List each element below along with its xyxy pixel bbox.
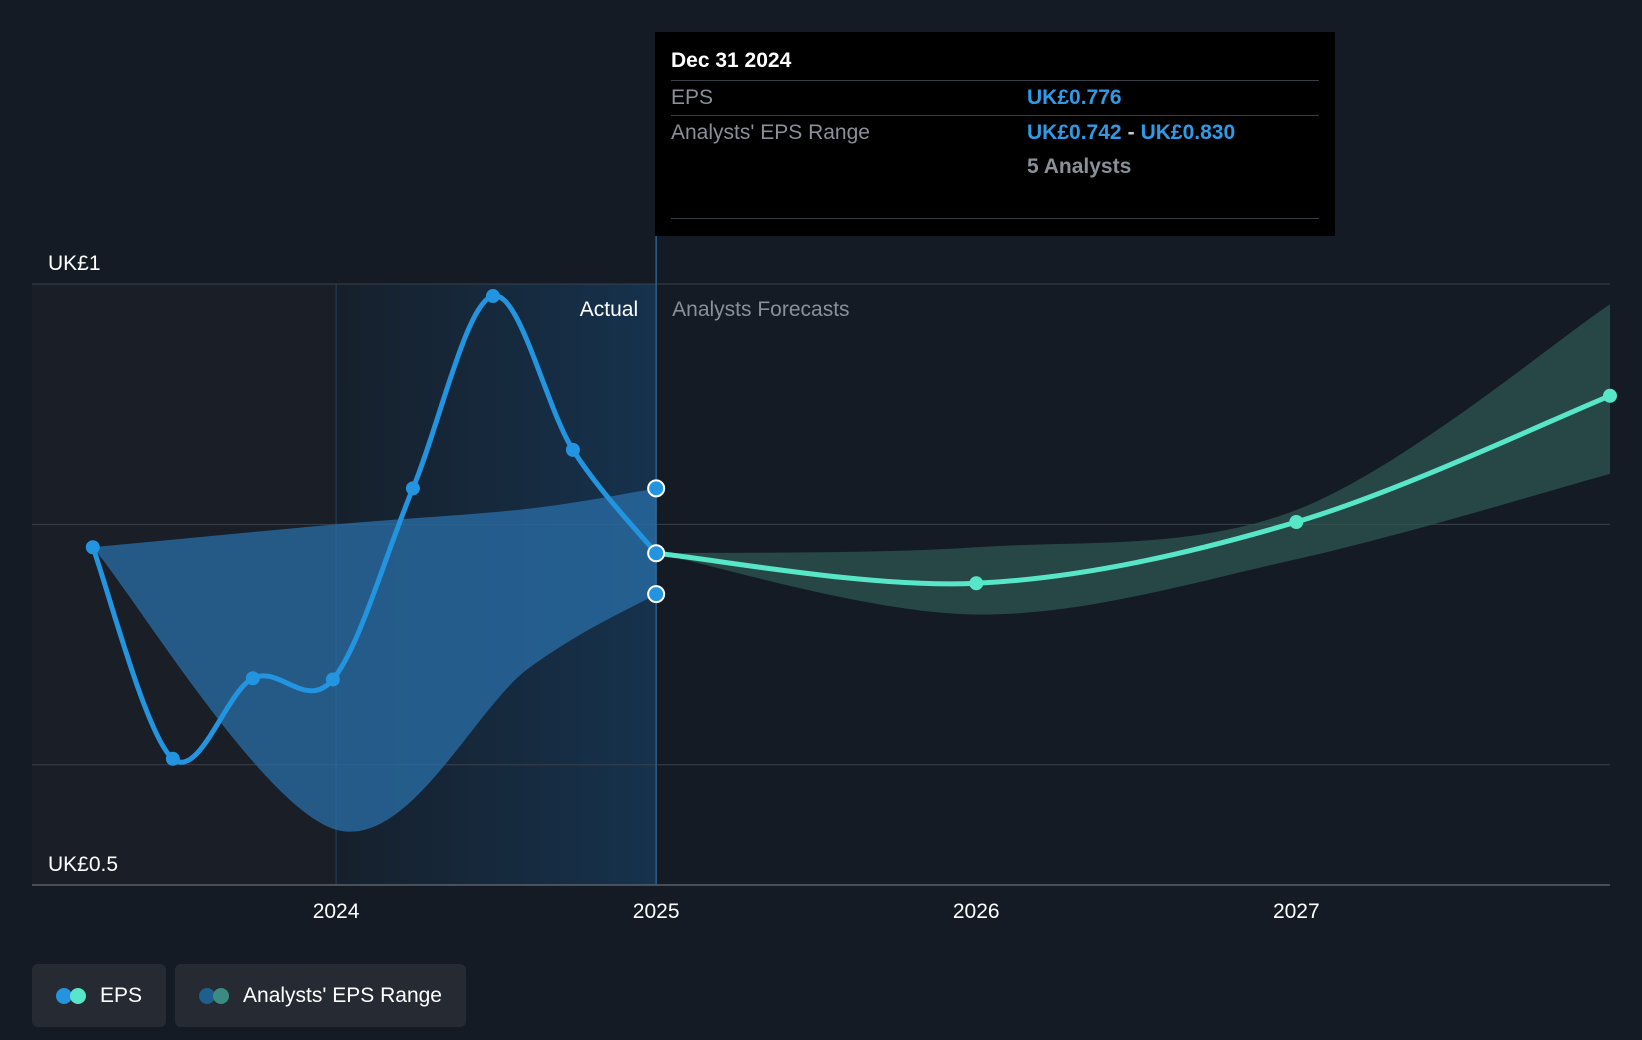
divider-marker-1 <box>647 544 666 563</box>
legend-item-eps[interactable]: EPS <box>32 964 167 1027</box>
tooltip-divider <box>671 218 1319 219</box>
legend-item-eps-range[interactable]: Analysts' EPS Range <box>175 964 466 1027</box>
tooltip-range-row: Analysts' EPS Range UK£0.742 - UK£0.830 <box>671 116 1319 150</box>
legend-dot-forecast <box>70 987 86 1004</box>
x-tick-label-2025: 2025 <box>633 900 680 923</box>
tooltip-eps-row: EPS UK£0.776 <box>671 81 1319 116</box>
eps-actual-point-6 <box>565 442 580 457</box>
y-tick-label-1: UK£0.5 <box>48 853 118 876</box>
divider-marker-2 <box>647 585 666 604</box>
actual-section-label: Actual <box>580 298 638 321</box>
eps-actual-point-4 <box>405 481 420 496</box>
tooltip-date: Dec 31 2024 <box>671 46 1319 81</box>
x-tick-label-2026: 2026 <box>953 900 1000 923</box>
x-tick-label-2024: 2024 <box>313 900 360 923</box>
eps-forecast-point-2 <box>1289 514 1304 529</box>
eps-range-band-forecast <box>656 304 1610 615</box>
eps-legend-icon <box>56 987 86 1004</box>
x-tick-label-2027: 2027 <box>1273 900 1320 923</box>
legend-dot-actual <box>56 987 72 1004</box>
chart-legend: EPS Analysts' EPS Range <box>32 964 466 1027</box>
legend-dot-range-actual <box>199 987 216 1004</box>
eps-actual-point-5 <box>485 289 500 304</box>
divider-marker-0 <box>647 479 666 498</box>
legend-label-eps: EPS <box>100 983 143 1007</box>
tooltip-range-high: UK£0.830 <box>1140 121 1236 144</box>
tooltip-eps-value: UK£0.776 <box>1027 86 1122 109</box>
forecast-section-label: Analysts Forecasts <box>672 298 849 321</box>
y-tick-label-0: UK£1 <box>48 252 101 275</box>
tooltip-analysts-count: 5 Analysts <box>1027 155 1132 178</box>
eps-actual-point-2 <box>245 671 260 686</box>
eps-range-legend-icon <box>199 987 230 1004</box>
eps-range-band-actual <box>92 488 657 832</box>
eps-line-forecast <box>653 393 1613 587</box>
legend-dot-range-forecast <box>213 987 230 1004</box>
eps-actual-point-0 <box>85 540 100 555</box>
tooltip-range-low: UK£0.742 <box>1027 121 1122 144</box>
eps-actual-point-3 <box>325 672 340 687</box>
tooltip-eps-label: EPS <box>671 86 714 109</box>
eps-forecast-point-3 <box>1603 388 1617 403</box>
tooltip-range-separator: - <box>1127 121 1135 144</box>
legend-label-eps-range: Analysts' EPS Range <box>243 983 442 1007</box>
eps-actual-point-1 <box>165 751 180 766</box>
tooltip-range-label: Analysts' EPS Range <box>671 121 870 144</box>
eps-forecast-point-1 <box>969 576 984 591</box>
chart-tooltip: Dec 31 2024 EPS UK£0.776 Analysts' EPS R… <box>655 32 1335 236</box>
